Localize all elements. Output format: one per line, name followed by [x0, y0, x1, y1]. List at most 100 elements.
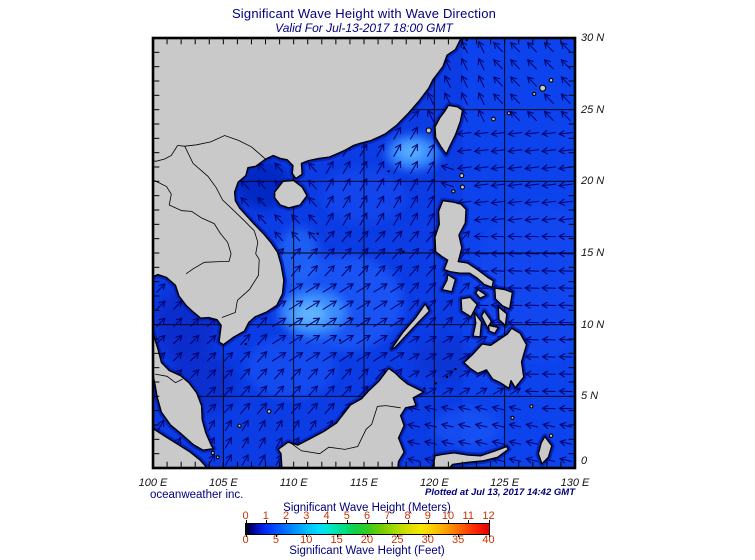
islet-speck: [454, 367, 457, 371]
colorbar-tick-mark: [336, 534, 338, 537]
colorbar-feet-value: 30: [421, 534, 434, 546]
valid-time-subtitle: Valid For Jul-13-2017 18:00 GMT: [275, 21, 453, 35]
land-malay-peninsula: [153, 332, 215, 451]
land-layer: [153, 38, 554, 468]
colorbar-meter-value: 10: [441, 510, 455, 522]
colorbar-meter-value: 12: [482, 510, 495, 522]
colorbar-feet-value: 15: [330, 534, 343, 546]
islet-speck: [462, 46, 466, 50]
land-mindoro: [441, 273, 457, 293]
colorbar-tick-mark: [306, 534, 308, 537]
land-samar: [494, 287, 514, 310]
colorbar-tick-mark: [397, 534, 399, 537]
y-tick-label: 20 N: [581, 175, 605, 188]
colorbar-meter-value: 0: [242, 510, 249, 522]
land-negros: [472, 311, 483, 338]
land-borneo: [277, 367, 425, 468]
colorbar-tick-mark: [468, 520, 470, 523]
colorbar-tick-mark: [265, 520, 267, 523]
islet-speck: [387, 170, 390, 173]
island-riau-e: [215, 455, 220, 460]
colorbar-tick-mark: [326, 520, 328, 523]
islet-speck: [423, 387, 426, 390]
islet-speck: [316, 232, 319, 235]
country-borders: [153, 135, 401, 455]
colorbar-tick-mark: [346, 520, 348, 523]
colorbar-feet-value: 5: [272, 534, 279, 546]
island-amami: [548, 77, 554, 83]
colorbar-tick-mark: [488, 534, 490, 537]
x-tick-label: 130 E: [560, 477, 590, 489]
islet-speck: [244, 342, 248, 346]
island-babuyan-w: [451, 189, 456, 194]
land-masbate: [475, 288, 488, 299]
land-leyte: [497, 306, 508, 327]
colorbar-meter-value: 4: [323, 510, 330, 522]
colorbar-tick-mark: [387, 520, 389, 523]
land-sumatra: [153, 427, 208, 468]
x-tick-label: 120 E: [419, 477, 449, 489]
colorbar-tick-mark: [286, 520, 287, 523]
colorbar-tick-mark: [458, 534, 460, 537]
land-taiwan: [434, 104, 464, 155]
colorbar-tick-mark: [407, 520, 409, 523]
colorbar-meter-value: 3: [303, 510, 310, 522]
colorbar-tick-mark: [427, 520, 429, 523]
colorbar-meter-value: 8: [404, 510, 411, 522]
land-bohol: [487, 324, 499, 334]
colorbar-tick-mark: [488, 520, 490, 523]
island-batan: [459, 173, 465, 179]
map-clip-group: [153, 38, 575, 468]
colorbar-feet-value: 0: [242, 534, 249, 546]
islet-speck: [445, 375, 449, 379]
plotted-timestamp: Plotted at Jul 13, 2017 14:42 GMT: [425, 487, 575, 498]
colorbar-meter-value: 5: [343, 510, 350, 522]
colorbar-title-feet: Significant Wave Height (Feet): [289, 545, 445, 557]
island-riau: [210, 450, 215, 456]
land-panay: [460, 296, 478, 318]
colorbar-meter-value: 1: [262, 510, 269, 522]
islet-speck: [402, 250, 405, 253]
island-ishigaki: [491, 116, 496, 122]
land-halmahera: [537, 435, 553, 465]
land-sulawesi: [432, 445, 509, 468]
island-okinawa: [539, 84, 547, 92]
colorbar-tick-mark: [306, 520, 308, 523]
land-cebu: [480, 310, 492, 329]
island-anambas: [237, 423, 242, 428]
credit-text: oceanweather inc.: [150, 489, 244, 501]
island-miyako: [506, 111, 512, 116]
colorbar-tick-mark: [427, 534, 429, 537]
frame-ticks: [154, 39, 574, 467]
colorbar-tick-mark: [245, 520, 247, 523]
islet-speck: [465, 38, 468, 42]
x-tick-label: 125 E: [490, 477, 520, 489]
colorbar-feet-value: 25: [391, 534, 404, 546]
land-hainan: [274, 179, 308, 209]
page-title: Significant Wave Height with Wave Direct…: [231, 6, 497, 21]
islet-speck: [434, 382, 437, 385]
land-palawan: [390, 303, 431, 350]
x-tick-label: 110 E: [279, 477, 308, 489]
colorbar-title-meters: Significant Wave Height (Meters): [283, 502, 451, 514]
x-tick-label: 115 E: [350, 477, 378, 489]
island-babuyan: [459, 184, 466, 190]
y-tick-label: 30 N: [581, 32, 605, 44]
land-mainland-asia: [153, 38, 462, 346]
island-kerama: [532, 91, 537, 97]
land-mindanao: [463, 327, 528, 390]
colorbar-tick-mark: [275, 534, 277, 537]
x-tick-label: 105 E: [208, 477, 238, 489]
y-tick-label: 25 N: [581, 103, 605, 116]
island-natuna: [266, 409, 272, 414]
y-tick-label: 10 N: [581, 318, 605, 331]
island-penghu: [425, 127, 432, 134]
colorbar-meter-value: 11: [462, 510, 474, 522]
land-luzon: [434, 200, 495, 289]
colorbar-tick-mark: [245, 534, 247, 537]
x-tick-label: 100 E: [138, 477, 168, 489]
y-tick-label: 5 N: [581, 390, 599, 403]
islet-speck: [338, 339, 342, 342]
colorbar-feet-value: 40: [482, 534, 495, 546]
